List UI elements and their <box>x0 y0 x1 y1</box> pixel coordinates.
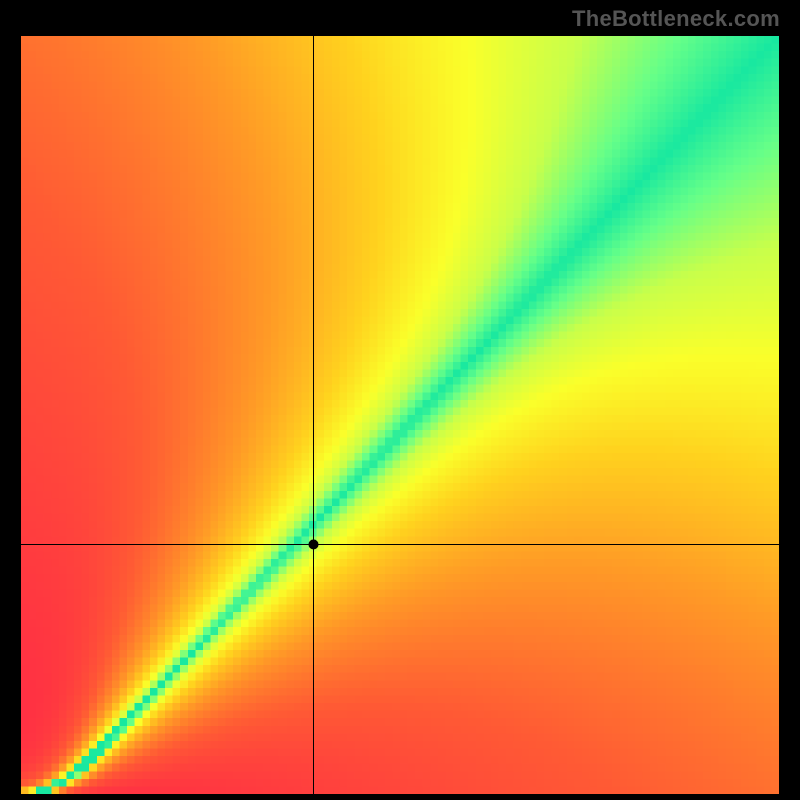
overlay-canvas <box>21 36 779 794</box>
chart-container: TheBottleneck.com <box>0 0 800 800</box>
watermark-label: TheBottleneck.com <box>572 6 780 32</box>
plot-area <box>21 36 779 794</box>
